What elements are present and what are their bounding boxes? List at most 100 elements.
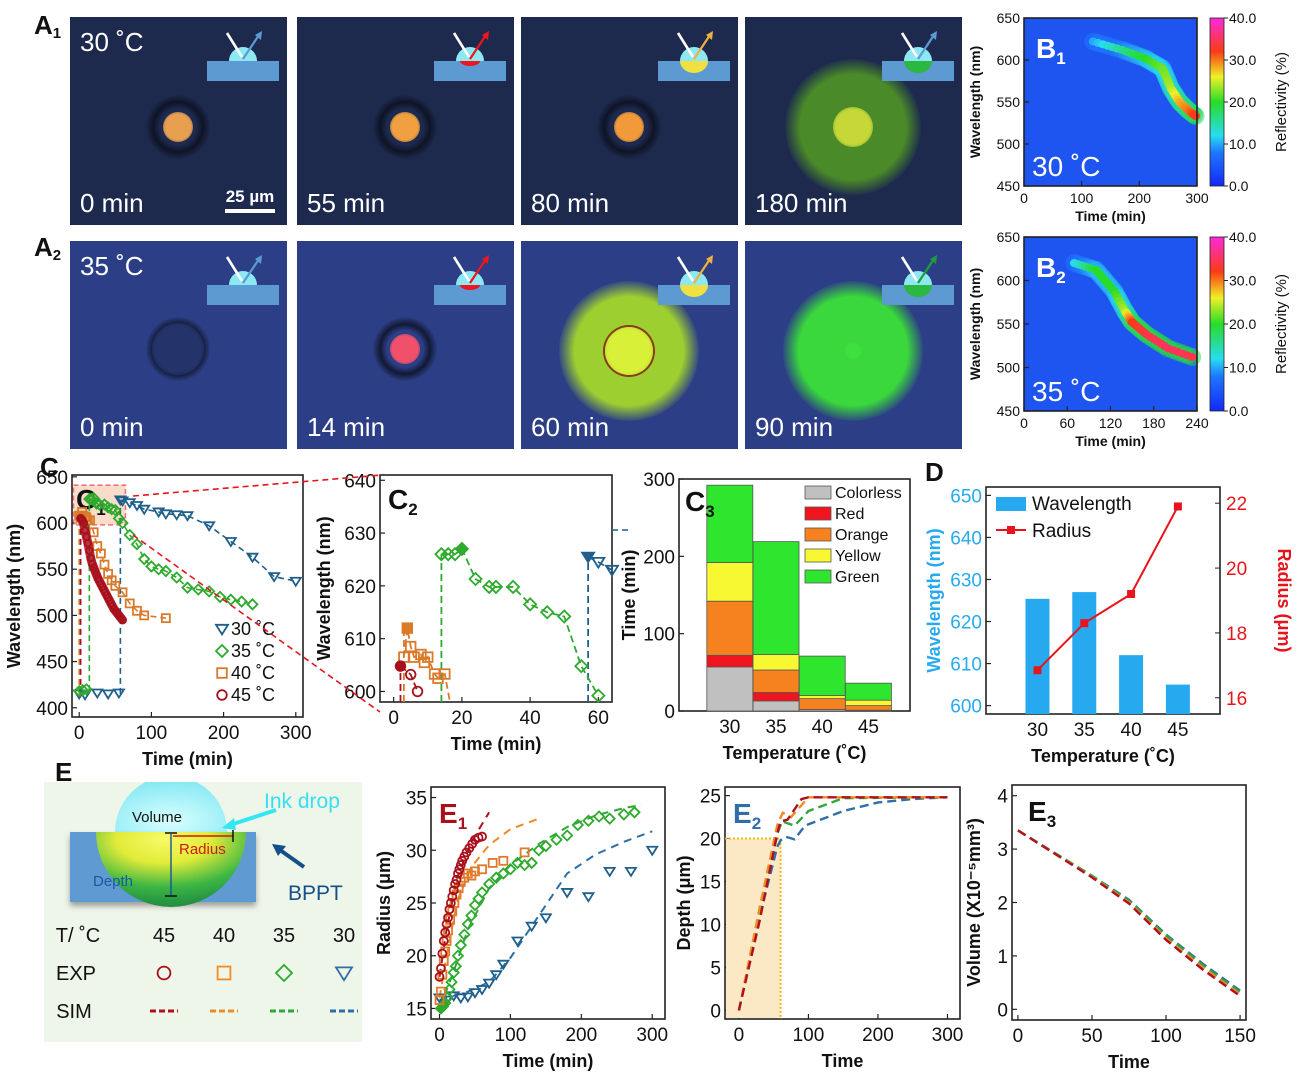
micrograph-2-3: 60 min [521,241,738,449]
data-point [556,609,572,624]
x-tick-label: 35 [765,717,786,738]
radius-point [1173,502,1182,511]
incident-light-arrow [676,32,695,58]
data-point [451,874,462,885]
data-point [571,818,585,832]
bar-segment-red [706,654,754,668]
heatmap-ridge [1065,254,1202,367]
panel-label: B1 [1036,33,1066,68]
axes: 0 50 100 150 0 1 2 3 4 Time Volume (X10⁻⁵mm³) [964,784,1256,1072]
colorbar-tick-label: 10.0 [1229,360,1256,376]
data-point [488,579,504,595]
y-tick-label: 0 [710,1001,721,1022]
panel-label: C2 [388,484,418,519]
time-label: 0 min [80,188,144,218]
y-tick-label: 35 [406,789,427,810]
exp-marker-40 [216,965,232,981]
data-point [445,898,456,908]
wavelength-bar [1072,592,1097,714]
data-point [581,892,596,903]
bar-segment-green [845,682,892,701]
y-tick-label: 620 [344,577,376,598]
axes: 0 100 200 300 450 500 550 600 650 Time (min) Wavel… [967,10,1209,224]
x-axis-label: Temperature (˚C) [723,743,867,763]
radius-line [1036,505,1179,671]
reflected-light-arrow [917,34,935,60]
exp-marker-30 [334,966,354,982]
data-point [99,559,110,570]
micrograph-1-2: 55 min [297,17,514,225]
data-point [439,668,451,680]
data-point [118,615,127,625]
radius-point [1080,619,1089,628]
panel-label-d: D [925,457,944,487]
y-tick-label: 550 [997,94,1021,110]
data-point [525,856,538,870]
bar-segment-orange [798,698,846,710]
data-point [550,833,563,847]
bar-segment-red [752,692,800,702]
substrate [207,61,279,81]
bar-segment-yellow [752,654,800,671]
arrowhead [255,31,262,40]
arrowhead [930,31,937,40]
data-point [105,502,118,516]
data-point [591,688,606,703]
chart-e2: 0 100 200 300 0 5 10 15 20 25 Time Depth (μm) E2 [674,786,963,1071]
x-axis-label: Time (min) [503,1051,594,1071]
y-tick-label: 0 [664,702,675,723]
y-axis-label: Radius (μm) [374,851,394,955]
colorbar-tick-label: 0.0 [1229,178,1249,194]
x-tick-label: 0 [1013,1026,1024,1047]
panel-label: E3 [1028,796,1056,831]
data-point [453,868,463,879]
data-point [497,867,510,880]
data-point [468,571,483,587]
colorbar-tick-label: 20.0 [1229,94,1256,110]
colorbar-tick-label: 40.0 [1229,10,1256,26]
legend-swatch [804,569,832,584]
ridge-core [1187,353,1197,362]
schematic-e: Volume Radius Depth Ink drop BPPT T/ ˚C 4… [44,776,362,1042]
x-tick-label: 30 [719,717,740,738]
data-point [436,963,446,974]
y-tick-label: 5 [710,958,721,979]
droplet-cap [904,47,932,61]
color-spot [390,112,420,142]
x-tick-label: 30 [1027,720,1048,741]
panel-label: B2 [1036,252,1066,287]
substrate [434,61,506,81]
x-tick-label: 100 [1150,1026,1182,1047]
legend-label: Radius [1032,521,1091,542]
data-point [592,810,606,823]
radius-label: Radius [179,841,226,858]
heatmap-b1: 0 100 200 300 450 500 550 600 650 Time (min) Wavel… [967,10,1290,224]
color-spot [152,323,204,375]
y-axis-label: Wavelength (nm) [967,46,983,158]
legend-swatch [804,485,832,500]
data-point [246,598,259,611]
chart-c1: 0 100 200 300 400 450 500 550 600 650 Time (min) Wa… [4,468,312,769]
y-tick-label: 100 [643,625,675,646]
data-point [401,622,413,634]
time-label: 55 min [307,188,386,218]
data-point [441,919,452,929]
data-point [405,640,417,653]
data-point [465,909,478,922]
y-tick-label: 650 [950,486,982,507]
sim-line [1017,829,1241,996]
data-point [510,936,525,948]
sim-line [439,830,653,1001]
ink-region [460,61,480,66]
droplet-cap [229,271,257,285]
x-tick-label: 0 [388,708,399,729]
x-tick-label: 100 [793,1025,825,1046]
data-point [461,917,475,931]
y-axis-label: Depth (μm) [674,855,694,950]
y-tick-label: 640 [344,471,376,492]
data-point [80,683,93,696]
y-tick-label: 30 [406,841,427,862]
micrograph-2-2: 14 min [297,241,514,449]
data-point [152,507,166,519]
sim-line [1017,829,1241,994]
